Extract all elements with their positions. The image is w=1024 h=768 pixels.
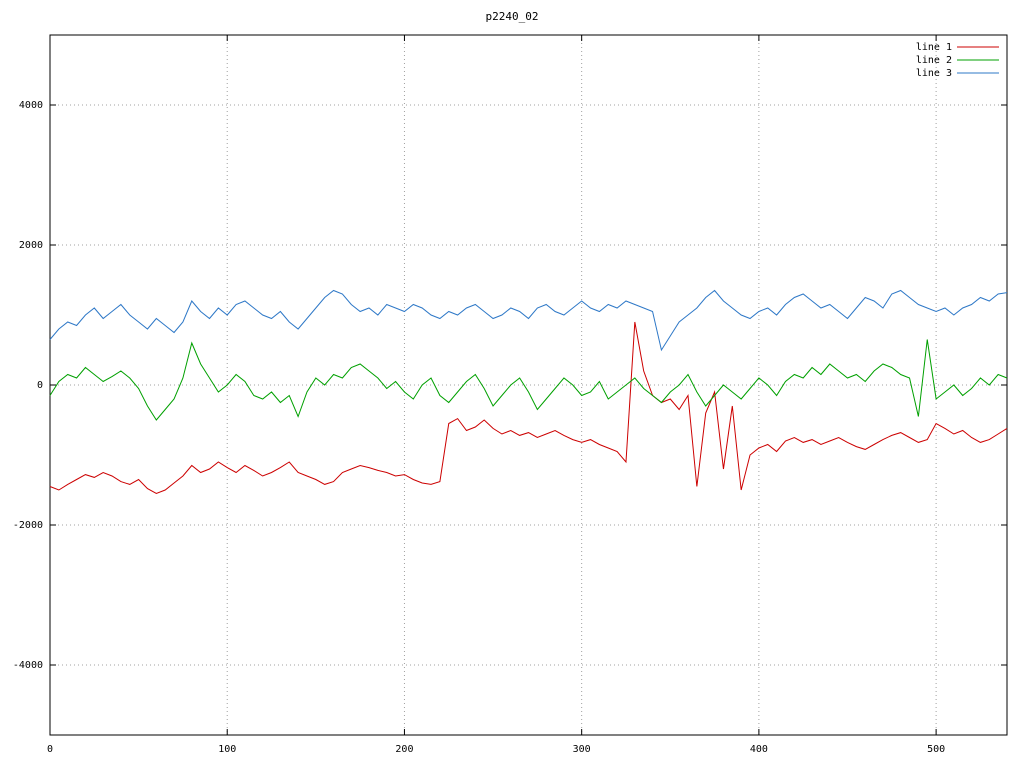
legend-label: line 1 — [916, 42, 952, 53]
series-line-2 — [49, 339, 1008, 421]
y-tick-label: 2000 — [19, 240, 43, 251]
chart-layer: 0 100 200 300 400 500 -4000 -2000 0 2000 4000 line … — [13, 34, 1008, 755]
series-line-3 — [49, 289, 1008, 352]
series-line-1 — [49, 321, 1008, 495]
x-tick-label: 0 — [47, 744, 53, 755]
x-tick-label: 300 — [573, 744, 591, 755]
x-tick-label: 400 — [750, 744, 768, 755]
x-tick-label: 500 — [927, 744, 945, 755]
y-tick-label: -4000 — [13, 660, 43, 671]
plot-border — [49, 34, 1008, 736]
y-tick-label: 0 — [37, 380, 43, 391]
y-tick-label: 4000 — [19, 100, 43, 111]
x-tick-label: 100 — [218, 744, 236, 755]
y-tick-label: -2000 — [13, 520, 43, 531]
legend-label: line 2 — [916, 55, 952, 66]
legend-label: line 3 — [916, 68, 952, 79]
chart-title: p2240_02 — [486, 10, 539, 23]
x-tick-label: 200 — [395, 744, 413, 755]
